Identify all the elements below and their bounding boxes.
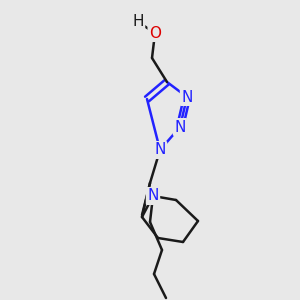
Text: N: N — [181, 89, 193, 104]
Text: O: O — [149, 26, 161, 40]
Text: H: H — [132, 14, 144, 29]
Text: N: N — [174, 119, 186, 134]
Text: N: N — [154, 142, 166, 158]
Text: N: N — [147, 188, 159, 203]
